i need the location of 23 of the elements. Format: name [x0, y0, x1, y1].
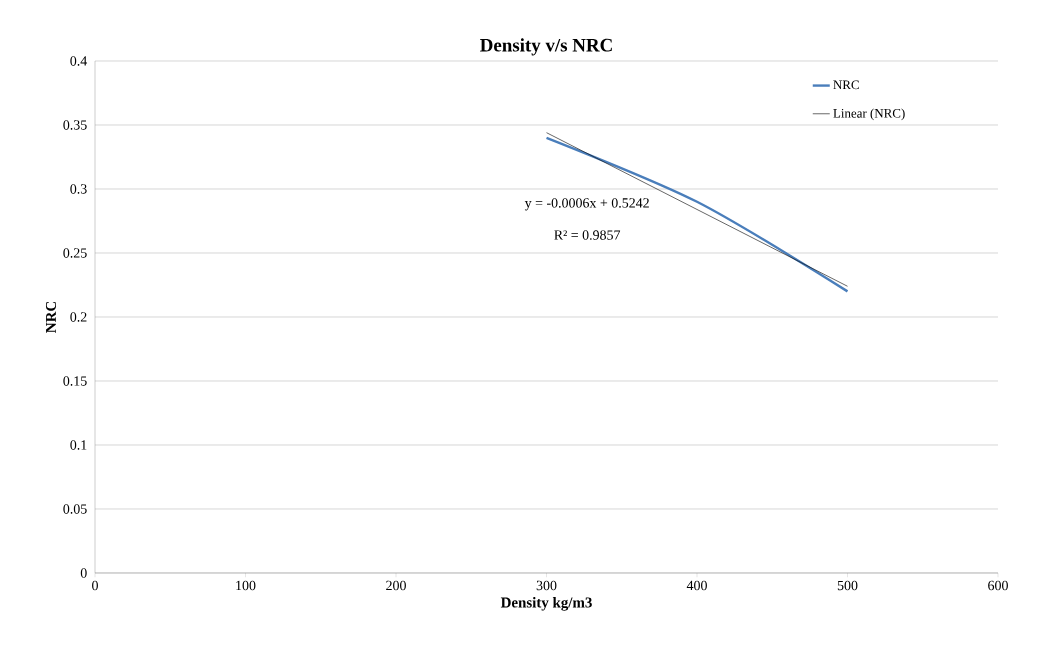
x-tick-label: 0 — [92, 580, 98, 591]
annotation: y = -0.0006x + 0.5242 — [524, 198, 649, 211]
chart-title: Density v/s NRC — [480, 38, 612, 56]
y-axis-title: NRC — [45, 301, 56, 333]
x-axis-title: Density kg/m3 — [500, 597, 592, 611]
legend-label: NRC — [833, 80, 859, 90]
y-tick-label: 0.25 — [63, 248, 87, 258]
y-tick-label: 0.1 — [70, 440, 87, 450]
x-tick-label: 500 — [837, 580, 858, 591]
y-tick-label: 0 — [80, 568, 87, 578]
y-tick-label: 0.35 — [63, 120, 87, 130]
legend-label: Linear (NRC) — [833, 108, 905, 121]
y-tick-label: 0.15 — [63, 376, 87, 386]
y-tick-label: 0.2 — [70, 312, 87, 322]
x-tick-label: 100 — [236, 580, 256, 591]
x-tick-label: 200 — [386, 580, 406, 591]
y-tick-label: 0.3 — [70, 184, 87, 194]
annotation: R² = 0.9857 — [554, 230, 621, 240]
y-tick-label: 0.05 — [63, 504, 87, 514]
x-tick-label: 400 — [686, 580, 707, 591]
y-tick-label: 0.4 — [70, 56, 88, 66]
x-tick-label: 600 — [988, 580, 1008, 591]
x-tick-label: 300 — [536, 580, 557, 591]
